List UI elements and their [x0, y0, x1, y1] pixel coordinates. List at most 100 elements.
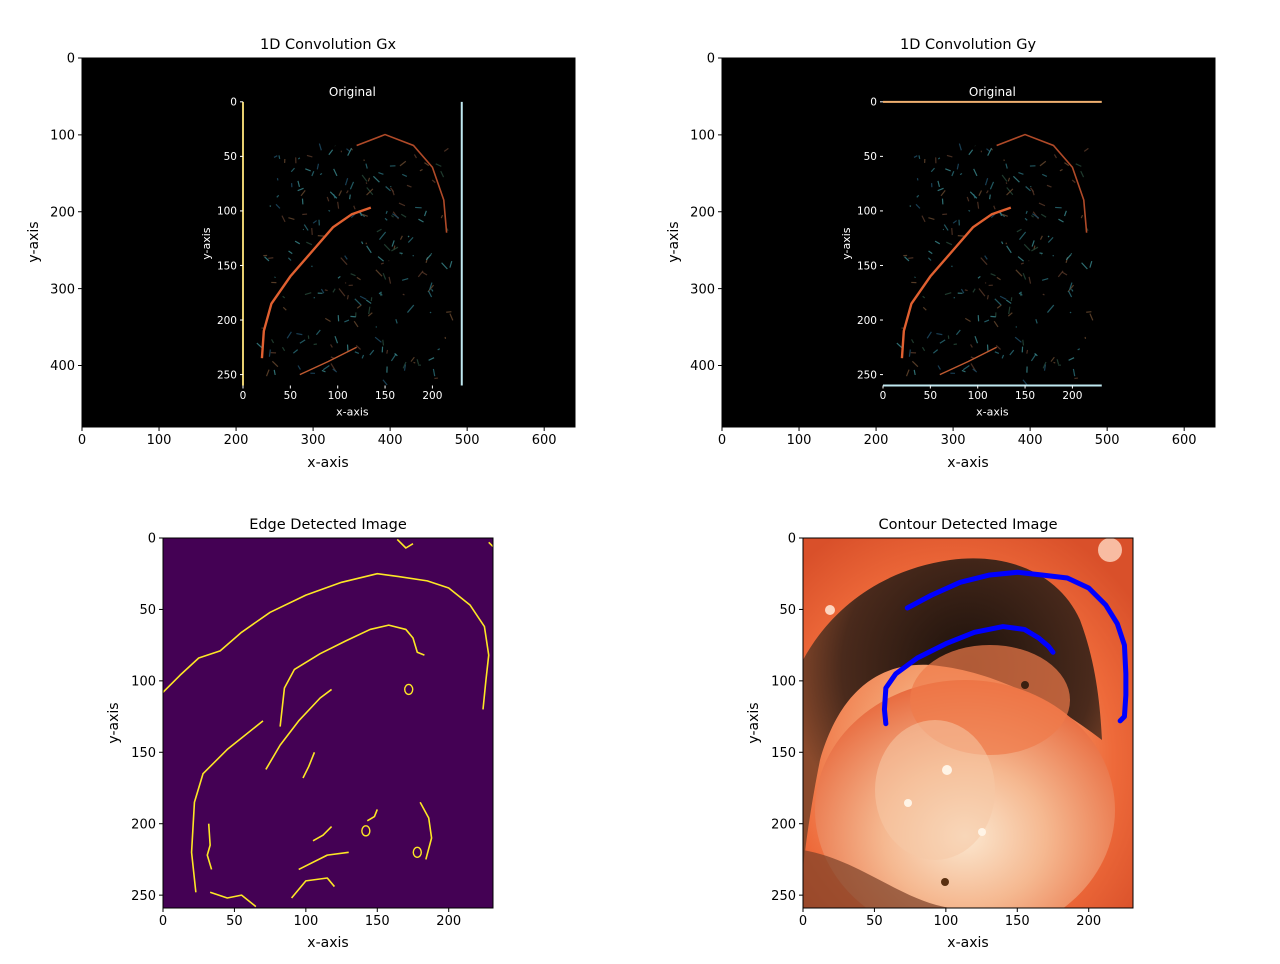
y-tick-label: 150	[131, 746, 156, 761]
y-tick-label: 50	[224, 151, 237, 163]
x-tick-label: 0	[880, 390, 887, 402]
texture-stroke	[268, 258, 273, 259]
y-tick-label: 0	[67, 52, 75, 67]
texture-stroke	[383, 340, 384, 346]
texture-stroke	[1043, 294, 1045, 295]
x-tick-label: 500	[1095, 433, 1120, 448]
embedded-x-axis-label: x-axis	[976, 405, 1009, 418]
texture-stroke	[1039, 253, 1042, 254]
chart-title: Edge Detected Image	[249, 517, 407, 533]
texture-stroke	[990, 195, 991, 200]
embedded-y-axis-label: y-axis	[840, 227, 853, 260]
x-tick-label: 0	[240, 390, 247, 402]
x-tick-label: 50	[284, 390, 297, 402]
x-tick-label: 100	[968, 390, 988, 402]
y-tick-label: 250	[857, 369, 877, 381]
y-tick-label: 200	[771, 817, 796, 832]
x-tick-label: 0	[799, 914, 807, 929]
embedded-title: Original	[969, 85, 1016, 99]
y-axis-label: y-axis	[666, 221, 682, 262]
texture-stroke	[1086, 312, 1091, 313]
x-axis-label: x-axis	[947, 935, 988, 951]
y-tick-label: 0	[230, 97, 237, 109]
y-tick-label: 200	[131, 817, 156, 832]
texture-stroke	[1004, 160, 1005, 161]
y-tick-label: 0	[788, 532, 796, 547]
texture-stroke	[364, 160, 365, 161]
y-axis-label: y-axis	[746, 702, 762, 743]
endoscopy-image	[803, 538, 1133, 940]
texture-stroke	[350, 195, 351, 200]
y-tick-label: 400	[50, 359, 75, 374]
x-tick-label: 100	[787, 433, 812, 448]
texture-stroke	[446, 312, 451, 313]
x-tick-label: 200	[422, 390, 442, 402]
chart-title: 1D Convolution Gy	[900, 37, 1036, 53]
texture-stroke	[988, 345, 989, 352]
y-tick-label: 250	[771, 889, 796, 904]
embedded-title: Original	[329, 85, 376, 99]
y-tick-label: 100	[50, 129, 75, 144]
x-tick-label: 600	[1172, 433, 1197, 448]
x-tick-label: 200	[436, 914, 461, 929]
x-tick-label: 300	[301, 433, 326, 448]
x-tick-label: 100	[328, 390, 348, 402]
texture-stroke	[1027, 350, 1028, 354]
x-tick-label: 200	[864, 433, 889, 448]
y-tick-label: 100	[771, 675, 796, 690]
plot-area	[722, 58, 1215, 427]
texture-stroke	[1006, 182, 1007, 183]
texture-stroke	[987, 295, 988, 299]
y-tick-label: 100	[857, 206, 877, 218]
x-tick-label: 0	[159, 914, 167, 929]
x-axis-label: x-axis	[307, 935, 348, 951]
texture-stroke	[348, 345, 349, 352]
texture-stroke	[969, 210, 970, 211]
texture-stroke	[908, 258, 913, 259]
texture-stroke	[312, 228, 313, 235]
plot-area	[82, 58, 575, 427]
y-tick-label: 400	[690, 359, 715, 374]
x-tick-label: 100	[147, 433, 172, 448]
y-tick-label: 50	[139, 603, 156, 618]
y-tick-label: 100	[217, 206, 237, 218]
texture-stroke	[919, 155, 920, 159]
y-tick-label: 100	[131, 675, 156, 690]
texture-stroke	[366, 182, 367, 183]
x-tick-label: 0	[718, 433, 726, 448]
x-tick-label: 500	[455, 433, 480, 448]
x-tick-label: 300	[941, 433, 966, 448]
y-axis-label: y-axis	[26, 221, 42, 262]
texture-stroke	[990, 316, 995, 317]
texture-stroke	[408, 236, 409, 237]
x-tick-label: 600	[532, 433, 557, 448]
x-tick-label: 200	[224, 433, 249, 448]
texture-stroke	[325, 290, 328, 291]
x-tick-label: 100	[933, 914, 958, 929]
y-tick-label: 250	[131, 889, 156, 904]
y-tick-label: 0	[870, 97, 877, 109]
y-tick-label: 200	[217, 315, 237, 327]
texture-stroke	[347, 295, 348, 299]
texture-stroke	[915, 277, 916, 278]
chart-title: Contour Detected Image	[879, 517, 1058, 533]
texture-stroke	[1070, 312, 1071, 313]
y-tick-label: 200	[50, 205, 75, 220]
y-tick-label: 200	[690, 205, 715, 220]
x-tick-label: 50	[226, 914, 243, 929]
x-tick-label: 150	[1015, 390, 1035, 402]
embedded-y-axis-label: y-axis	[200, 227, 213, 260]
y-tick-label: 100	[690, 129, 715, 144]
texture-stroke	[329, 210, 330, 211]
texture-stroke	[275, 277, 276, 278]
x-tick-label: 50	[866, 914, 883, 929]
texture-stroke	[430, 312, 431, 313]
y-tick-label: 200	[857, 315, 877, 327]
x-tick-label: 50	[924, 390, 937, 402]
y-tick-label: 0	[148, 532, 156, 547]
x-tick-label: 400	[378, 433, 403, 448]
